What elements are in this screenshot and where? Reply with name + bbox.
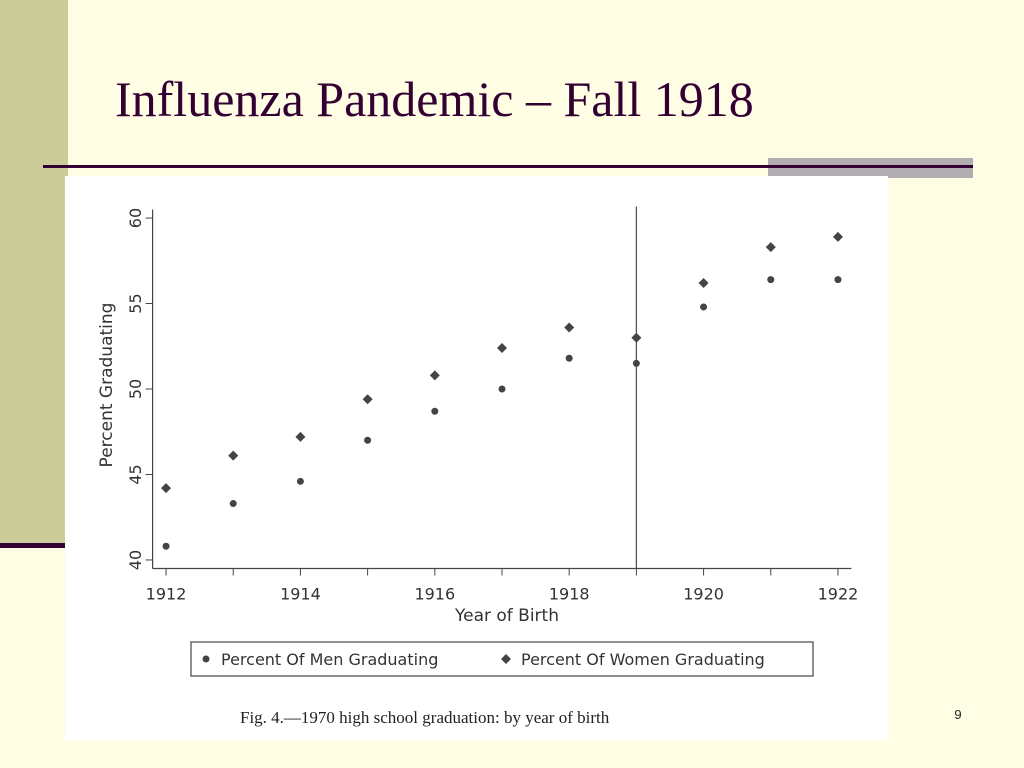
diamond-marker bbox=[698, 278, 709, 289]
x-tick-label: 1918 bbox=[549, 585, 590, 604]
side-rule bbox=[0, 543, 66, 548]
diamond-marker bbox=[832, 231, 843, 242]
diamond-marker bbox=[564, 322, 575, 333]
circle-marker bbox=[431, 407, 439, 415]
y-tick-label: 40 bbox=[126, 550, 145, 570]
y-tick-label: 50 bbox=[126, 379, 145, 399]
y-tick-label: 60 bbox=[126, 208, 145, 228]
page-number: 9 bbox=[954, 707, 961, 722]
circle-marker bbox=[296, 477, 304, 485]
diamond-marker bbox=[295, 431, 306, 442]
diamond-marker bbox=[228, 450, 239, 461]
x-tick-label: 1922 bbox=[818, 585, 859, 604]
x-tick-label: 1920 bbox=[683, 585, 724, 604]
x-axis-label: Year of Birth bbox=[454, 606, 559, 626]
legend-label: Percent Of Men Graduating bbox=[221, 650, 438, 669]
circle-marker bbox=[364, 436, 372, 444]
circle-marker bbox=[632, 359, 640, 367]
legend-box bbox=[190, 641, 814, 677]
side-bar bbox=[0, 0, 68, 545]
diamond-marker bbox=[631, 332, 642, 343]
figure-caption: Fig. 4.—1970 high school graduation: by … bbox=[240, 708, 610, 727]
circle-marker bbox=[565, 354, 573, 362]
circle-marker bbox=[162, 542, 170, 550]
circle-marker bbox=[229, 500, 237, 508]
y-axis-label: Percent Graduating bbox=[97, 303, 117, 468]
circle-marker bbox=[767, 276, 775, 284]
x-tick-label: 1916 bbox=[414, 585, 455, 604]
slide-title: Influenza Pandemic – Fall 1918 bbox=[115, 71, 754, 127]
y-tick-label: 45 bbox=[126, 464, 145, 484]
diamond-marker bbox=[765, 242, 776, 253]
diamond-marker bbox=[429, 370, 440, 381]
circle-marker bbox=[700, 303, 708, 311]
circle-marker bbox=[202, 655, 210, 663]
diamond-marker bbox=[362, 394, 373, 405]
diamond-marker bbox=[497, 342, 507, 353]
x-tick-label: 1912 bbox=[146, 585, 187, 604]
chart-panel bbox=[65, 176, 888, 740]
title-rule bbox=[43, 165, 973, 168]
circle-marker bbox=[498, 385, 506, 393]
diamond-marker bbox=[501, 654, 511, 664]
circle-marker bbox=[834, 276, 842, 284]
y-tick-label: 55 bbox=[126, 293, 145, 313]
x-tick-label: 1914 bbox=[280, 585, 321, 604]
diamond-marker bbox=[161, 483, 172, 494]
legend-label: Percent Of Women Graduating bbox=[521, 650, 765, 669]
